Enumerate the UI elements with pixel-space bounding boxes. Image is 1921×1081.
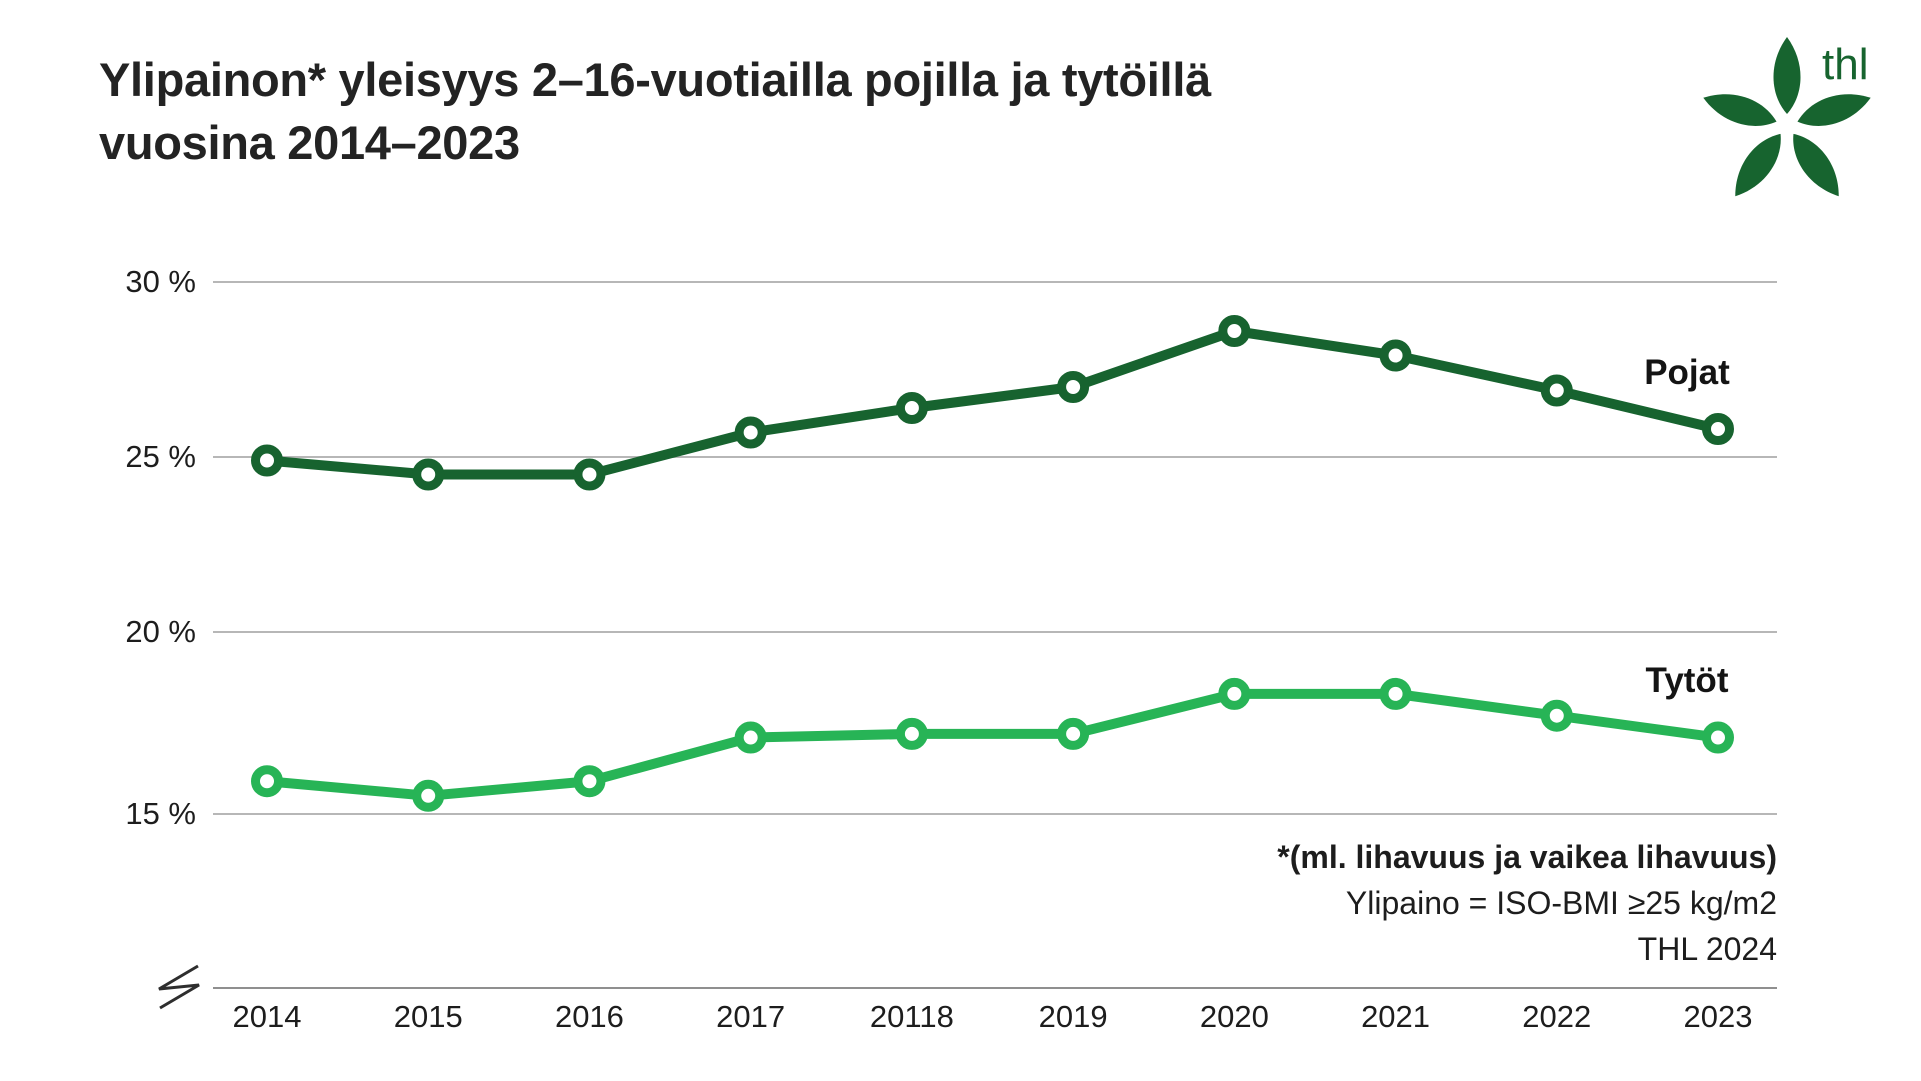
page-title-line2: vuosina 2014–2023	[99, 116, 520, 169]
x-tick-label-2021: 2021	[1361, 999, 1431, 1034]
x-tick-label-2018: 20118	[869, 999, 954, 1034]
axis-break-icon	[158, 964, 200, 1010]
data-point-pojat-2019	[1057, 371, 1090, 403]
y-tick-label-20: 20 %	[125, 614, 196, 649]
y-tick-label-30: 30 %	[125, 264, 196, 299]
x-tick-label-2020: 2020	[1199, 999, 1269, 1034]
logo-petal	[1793, 133, 1839, 197]
data-point-pojat-2016	[573, 458, 606, 491]
data-point-tytot-2015	[412, 779, 445, 812]
x-tick-label-2019: 2019	[1038, 999, 1108, 1034]
logo-petal	[1797, 94, 1871, 126]
thl-logo: thl	[1703, 37, 1871, 197]
footnote-block: *(ml. lihavuus ja vaikea lihavuus) Ylipa…	[1277, 834, 1777, 972]
series-label-tytot: Tytöt	[1645, 661, 1729, 700]
data-point-pojat-2021	[1379, 339, 1412, 372]
data-point-tytot-2022	[1540, 699, 1573, 732]
x-tick-label-2015: 2015	[393, 999, 463, 1034]
x-tick-label-2016: 2016	[554, 999, 624, 1034]
thl-flower-icon	[1703, 37, 1871, 197]
footnote-definition: *(ml. lihavuus ja vaikea lihavuus)	[1277, 839, 1777, 875]
series-line-pojat	[262, 326, 1723, 480]
y-tick-label-15: 15 %	[125, 796, 196, 831]
data-point-pojat-2018	[895, 392, 928, 424]
data-point-tytot-2020	[1218, 677, 1251, 710]
series-label-pojat: Pojat	[1644, 353, 1730, 392]
data-point-tytot-2014	[251, 765, 283, 798]
logo-text: thl	[1822, 40, 1868, 89]
footnote-iso-bmi: Ylipaino = ISO-BMI ≥25 kg/m2	[1345, 885, 1777, 921]
page-title-line1: Ylipainon* yleisyys 2–16-vuotiailla poji…	[99, 53, 1211, 106]
data-point-pojat-2015	[412, 458, 445, 491]
x-tick-label-2022: 2022	[1522, 999, 1592, 1034]
logo-petal	[1735, 133, 1781, 197]
y-tick-label-25: 25 %	[125, 439, 196, 474]
data-point-pojat-2020	[1218, 315, 1251, 347]
data-point-tytot-2023	[1702, 721, 1734, 754]
data-point-pojat-2023	[1702, 413, 1734, 445]
x-tick-label-2017: 2017	[716, 999, 786, 1034]
data-point-tytot-2016	[573, 765, 606, 798]
x-tick-label-2023: 2023	[1683, 999, 1753, 1034]
data-point-tytot-2017	[734, 721, 767, 754]
data-point-pojat-2017	[734, 416, 767, 449]
logo-petal	[1703, 94, 1777, 126]
page-title: Ylipainon* yleisyys 2–16-vuotiailla poji…	[99, 48, 1599, 174]
data-point-pojat-2022	[1540, 374, 1573, 407]
series-line-tytot	[262, 688, 1723, 801]
x-tick-label-2014: 2014	[232, 999, 302, 1034]
footnote-source: THL 2024	[1637, 931, 1777, 967]
data-point-tytot-2018	[895, 717, 928, 750]
data-point-tytot-2019	[1057, 717, 1090, 750]
data-point-tytot-2021	[1379, 677, 1412, 710]
logo-petal	[1773, 37, 1801, 114]
data-point-pojat-2014	[251, 444, 283, 477]
